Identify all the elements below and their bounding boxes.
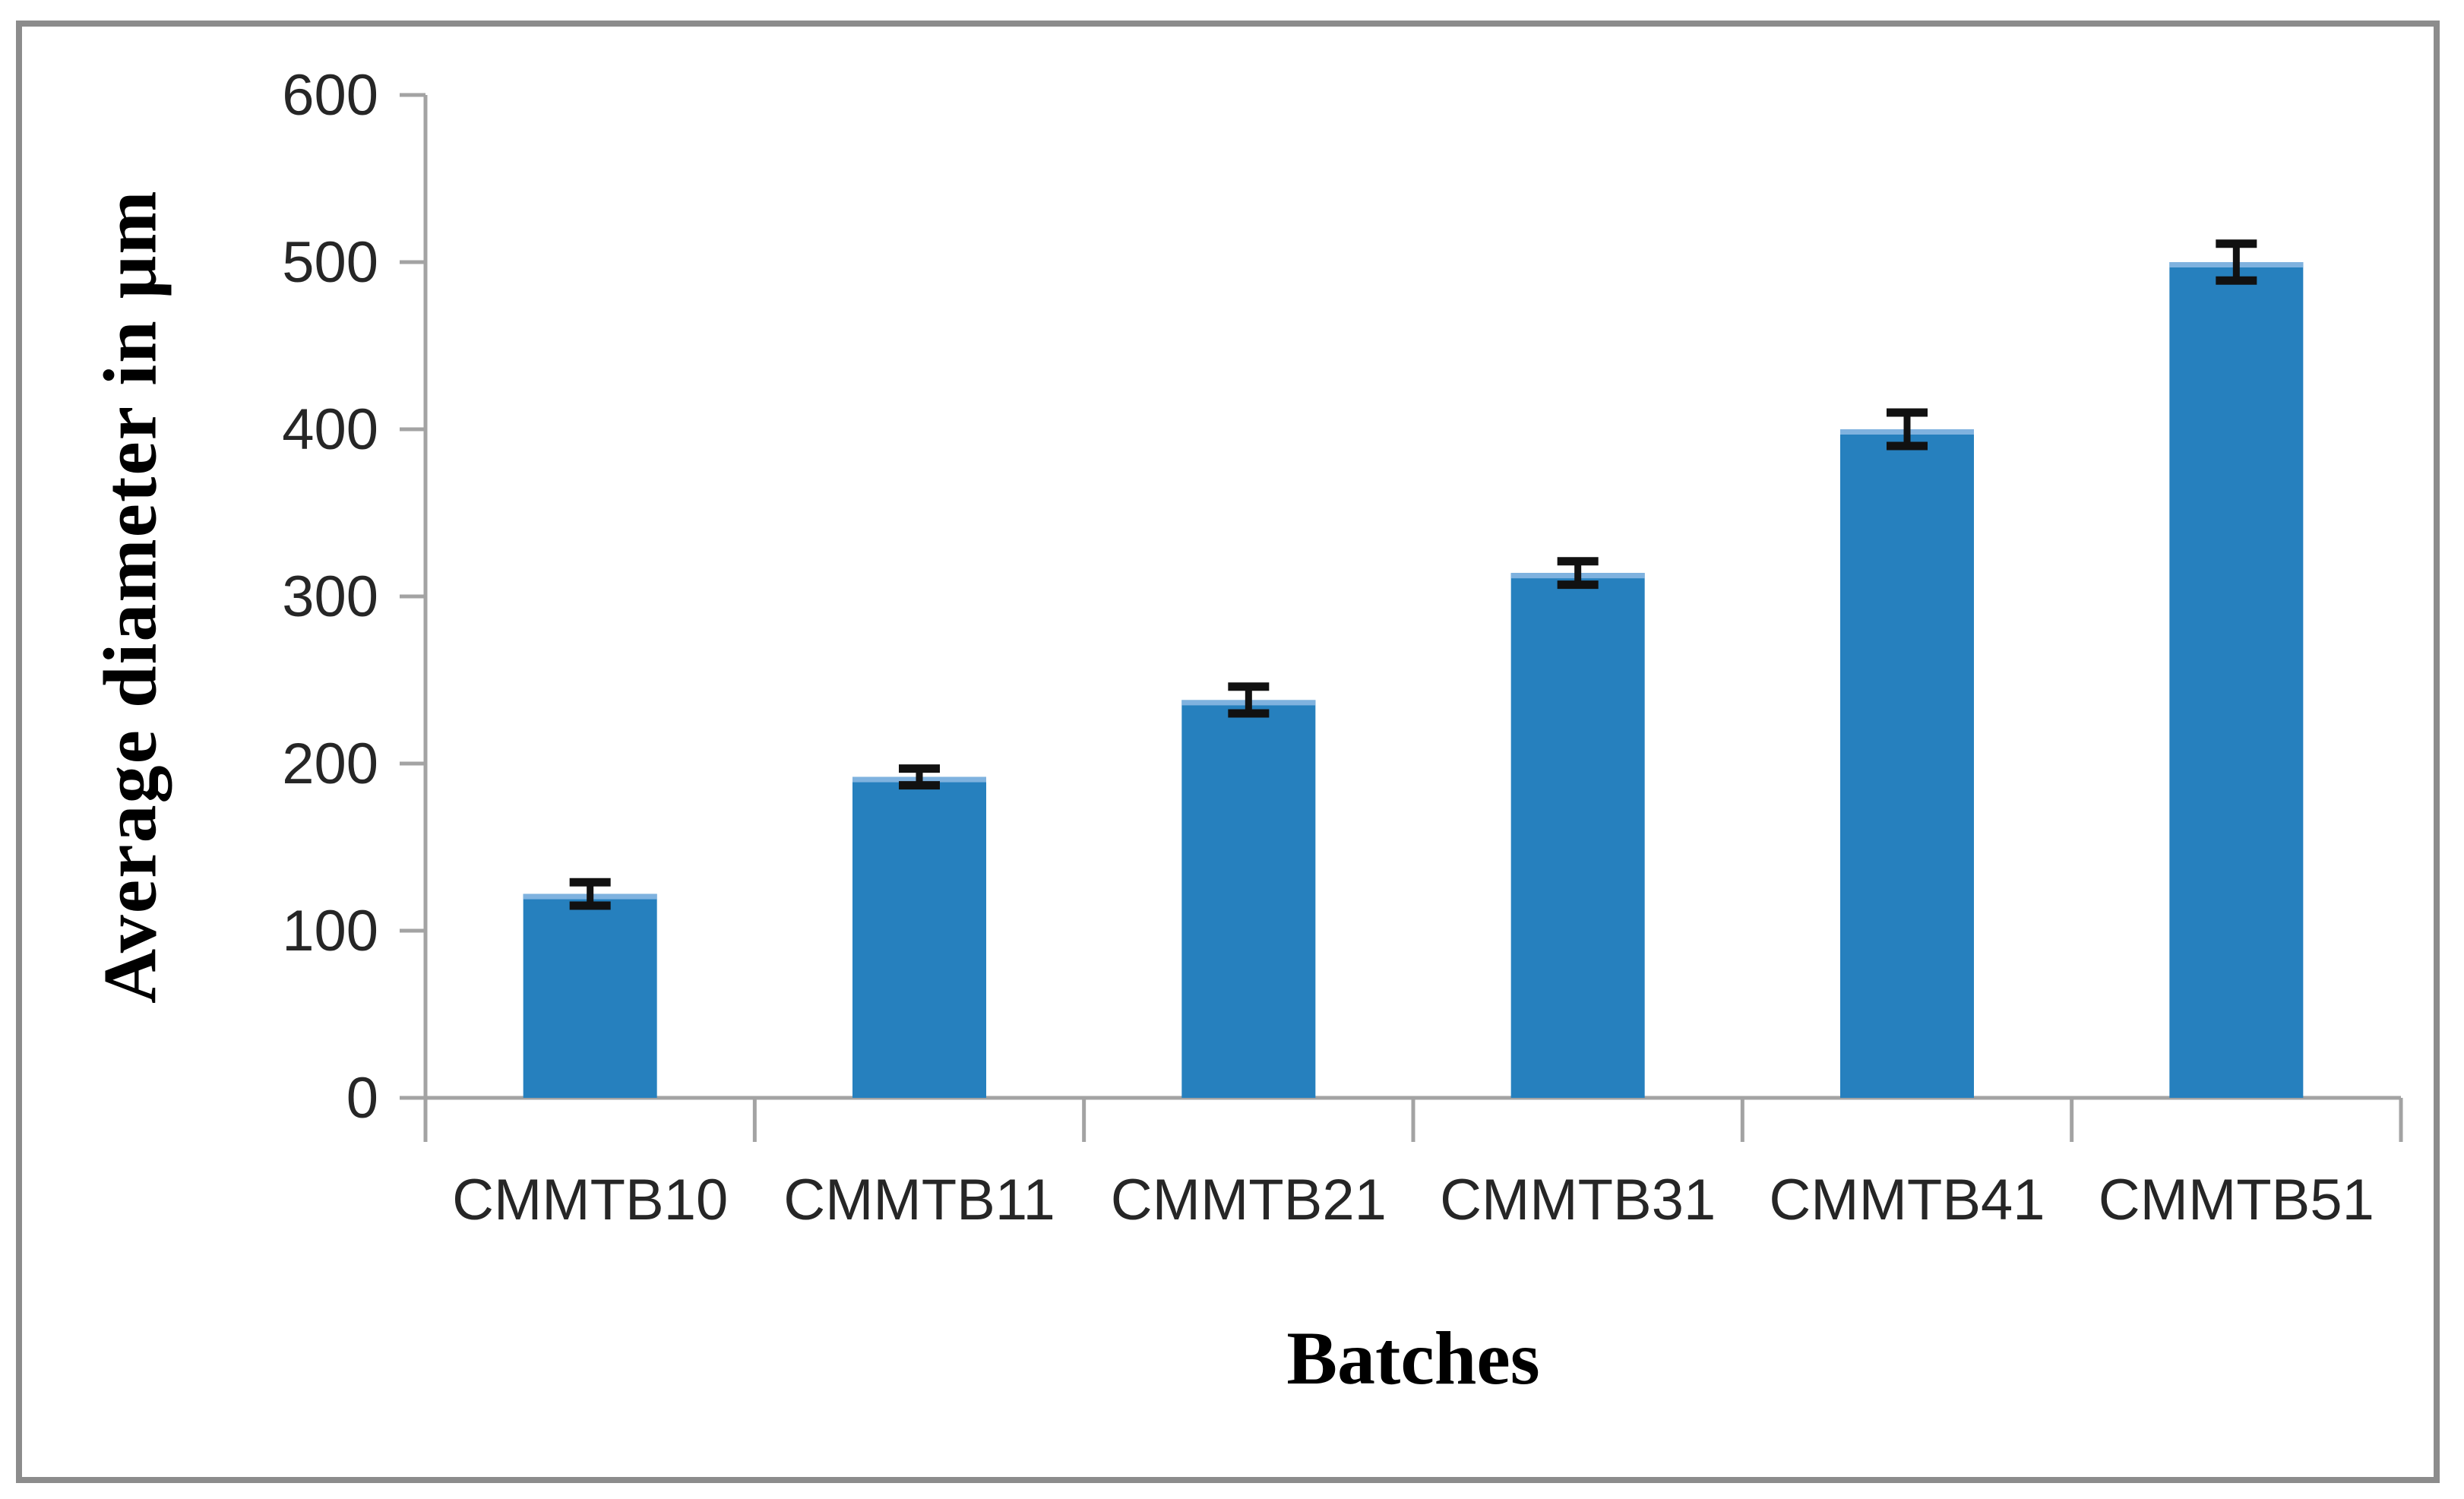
bars-group <box>523 262 2304 1098</box>
x-category-label: CMMTB41 <box>1769 1168 2045 1232</box>
y-tick-label: 500 <box>282 230 378 295</box>
y-axis-title: Average diameter in μm <box>87 189 172 1004</box>
y-tick-label: 200 <box>282 732 378 796</box>
y-tick-label: 400 <box>282 397 378 462</box>
y-tick-label: 600 <box>282 63 378 128</box>
bar <box>1510 573 1645 1098</box>
bar <box>852 776 986 1098</box>
y-tick-label: 0 <box>346 1066 378 1131</box>
x-category-label: CMMTB11 <box>783 1168 1055 1232</box>
axes-group <box>400 93 2403 1142</box>
x-category-label: CMMTB51 <box>2099 1168 2374 1232</box>
bar <box>523 893 657 1098</box>
x-category-label: CMMTB10 <box>452 1168 728 1232</box>
error-bars-group <box>569 239 2257 910</box>
x-axis-title: Batches <box>1286 1316 1540 1400</box>
x-category-label: CMMTB31 <box>1440 1168 1716 1232</box>
bar <box>2169 262 2304 1098</box>
bar <box>1840 429 1974 1098</box>
bar <box>1181 700 1316 1098</box>
tick-labels-group: 0 100 200 300 400 500 600 CMMTB10 CMMTB11 CMMTB21… <box>282 63 2374 1232</box>
y-tick-label: 100 <box>282 899 378 963</box>
x-category-label: CMMTB21 <box>1111 1168 1387 1232</box>
y-tick-label: 300 <box>282 564 378 629</box>
